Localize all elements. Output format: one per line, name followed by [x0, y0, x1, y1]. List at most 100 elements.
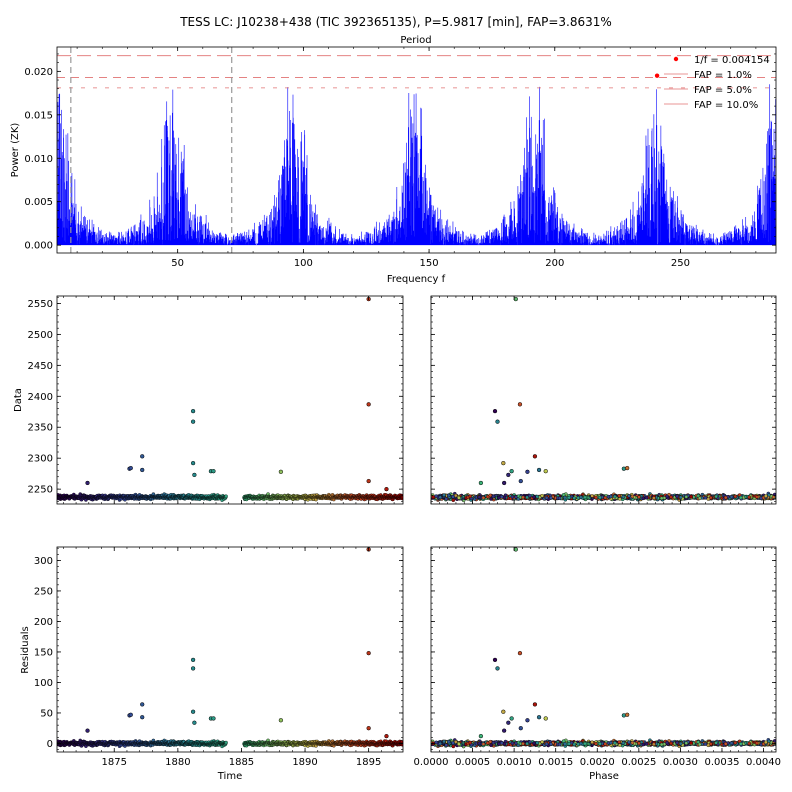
outlier-point — [366, 402, 371, 407]
data-point — [637, 495, 641, 499]
outlier-point — [140, 467, 145, 473]
outlier-point — [543, 469, 548, 474]
data-point — [675, 494, 679, 499]
data-point — [738, 495, 743, 500]
outlier-point — [366, 651, 371, 656]
data-point — [583, 495, 587, 500]
data-point — [499, 494, 504, 499]
residuals-vs-time-ytick-label: 100 — [34, 678, 53, 689]
data-vs-time-frame — [56, 295, 404, 505]
data-point — [723, 495, 728, 500]
outlier-point — [278, 469, 284, 474]
outlier-point — [492, 408, 498, 414]
data-point — [706, 497, 711, 501]
residuals-ylabel: Residuals — [20, 626, 31, 673]
outlier-point — [140, 454, 145, 459]
data-point — [714, 494, 718, 499]
residuals-vs-phase-panel: 0.0000 0.0005 0.0010 0.0015 0.0020 0.0025 0.00… — [414, 546, 781, 768]
data-point — [521, 495, 525, 500]
data-point — [641, 496, 645, 501]
data-vs-time-plot-area — [57, 296, 403, 502]
data-point — [567, 495, 571, 500]
data-point — [703, 496, 708, 500]
data-point — [617, 497, 622, 501]
outlier-point — [278, 718, 284, 723]
outlier-point — [536, 467, 542, 473]
periodogram-panel: 50 100 150 200 250 0.000 0.005 0.010 0.015 0.020 1… — [24, 46, 777, 269]
residuals-vs-phase-plot-area — [431, 547, 776, 749]
data-point — [764, 494, 768, 498]
outlier-point — [502, 480, 507, 486]
data-point — [563, 495, 567, 500]
outlier-point — [192, 472, 197, 478]
outlier-point — [190, 666, 196, 671]
periodogram-xtick-label: 100 — [294, 258, 313, 269]
outlier-point — [192, 720, 197, 725]
residuals-vs-time-panel: 1875 1880 1885 1890 1895 0 50 100 150 200 250 300 — [34, 546, 404, 768]
periodogram-top-axis-label: Period — [400, 35, 431, 46]
periodogram-ytick-label: 0.015 — [24, 110, 53, 121]
data-vs-time-ytick-label: 2550 — [28, 299, 53, 310]
outlier-point — [517, 402, 523, 407]
data-vs-time-ytick-label: 2300 — [28, 454, 53, 465]
outlier-point — [501, 460, 506, 466]
data-point — [431, 495, 436, 499]
data-point — [578, 495, 583, 499]
data-point — [438, 495, 443, 500]
data-point — [689, 494, 693, 499]
data-point — [434, 494, 439, 498]
data-point — [659, 496, 664, 501]
periodogram-series — [57, 84, 776, 246]
legend-label: FAP = 1.0% — [694, 70, 752, 81]
data-point — [684, 495, 689, 499]
data-point — [468, 494, 472, 499]
data-point — [678, 495, 683, 500]
data-point — [481, 496, 486, 500]
residuals-vs-time-frame — [56, 546, 404, 753]
outlier-point — [509, 469, 514, 474]
outlier-point — [190, 657, 196, 663]
data-vs-phase-frame — [430, 295, 777, 505]
periodogram-legend: 1/f = 0.004154 FAP = 1.0% FAP = 5.0% FAP = … — [664, 55, 770, 111]
outlier-point — [384, 486, 389, 492]
data-vs-time-ytick-label: 2450 — [28, 361, 53, 372]
outlier-point — [211, 469, 216, 474]
residuals-vs-time-ytick-label: 250 — [34, 586, 53, 597]
legend-label: FAP = 10.0% — [694, 100, 758, 111]
data-point — [747, 495, 751, 499]
data-point — [621, 494, 626, 499]
outlier-point — [190, 419, 196, 424]
residuals-vs-time-ytick-label: 50 — [40, 708, 53, 719]
data-point — [510, 495, 515, 499]
periodogram-ytick-label: 0.010 — [24, 154, 53, 165]
residuals-vs-time-ytick-label: 150 — [34, 647, 53, 658]
outlier-point — [366, 478, 371, 484]
periodogram-ylabel: Power (ZK) — [10, 123, 21, 178]
data-point — [540, 493, 544, 498]
legend-marker — [673, 56, 679, 62]
data-point — [627, 494, 631, 498]
data-point — [528, 493, 532, 498]
outlier-point — [190, 408, 196, 414]
data-point — [532, 495, 536, 499]
data-point — [535, 494, 540, 499]
residuals-vs-time-xtick-label: 1885 — [229, 757, 254, 768]
data-point — [477, 495, 482, 499]
data-point — [457, 496, 461, 500]
data-point — [489, 497, 493, 501]
periodogram-ytick-label: 0.005 — [24, 197, 53, 208]
data-point — [224, 494, 228, 499]
data-point — [665, 494, 669, 499]
residuals-vs-time-ytick-label: 300 — [34, 556, 53, 567]
outlier-point — [495, 419, 500, 424]
data-point — [729, 495, 734, 499]
data-point — [652, 496, 656, 500]
data-point — [613, 494, 617, 499]
data-point — [451, 494, 455, 499]
data-point — [488, 493, 493, 498]
residuals-vs-time-plot-area — [57, 547, 403, 749]
data-vs-phase-plot-area — [431, 296, 776, 503]
legend-label: FAP = 5.0% — [694, 85, 752, 96]
outlier-point — [506, 472, 511, 478]
data-vs-time-ytick-label: 2350 — [28, 423, 53, 434]
